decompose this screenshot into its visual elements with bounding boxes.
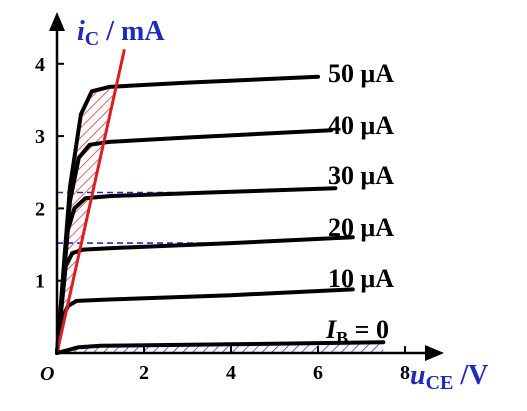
curve-50ua bbox=[55, 74, 320, 355]
x-tick-label: 6 bbox=[313, 362, 323, 384]
y-tick-label: 4 bbox=[35, 54, 45, 76]
origin-label: O bbox=[40, 363, 54, 385]
curve-label-40ua: 40 μA bbox=[328, 111, 394, 140]
curve-40ua bbox=[55, 128, 334, 355]
saturation-boundary-line bbox=[55, 49, 126, 354]
x-tick-label: 8 bbox=[400, 362, 410, 384]
curve-label-50ua: 50 μA bbox=[328, 59, 394, 88]
x-tick-label: 4 bbox=[226, 362, 236, 384]
y-tick-label: 1 bbox=[35, 271, 45, 293]
curve-20ua bbox=[55, 235, 355, 355]
y-axis-label: iC / mA bbox=[77, 16, 165, 50]
x-axis-label: uCE /V bbox=[410, 360, 488, 394]
curve-10ua bbox=[55, 287, 355, 355]
curve-label-ib-0: IB = 0 bbox=[325, 315, 389, 348]
y-tick-label: 2 bbox=[35, 198, 45, 220]
y-axis-arrow-icon bbox=[49, 12, 65, 31]
curve-30ua bbox=[55, 186, 338, 355]
curve-label-30ua: 30 μA bbox=[328, 161, 394, 190]
x-axis-arrow-icon bbox=[425, 345, 444, 361]
curve-ib-0 bbox=[55, 340, 386, 355]
curve-label-10ua: 10 μA bbox=[328, 264, 394, 293]
x-tick-label: 2 bbox=[139, 362, 149, 384]
y-tick-label: 3 bbox=[35, 126, 45, 148]
curve-label-20ua: 20 μA bbox=[328, 213, 394, 242]
